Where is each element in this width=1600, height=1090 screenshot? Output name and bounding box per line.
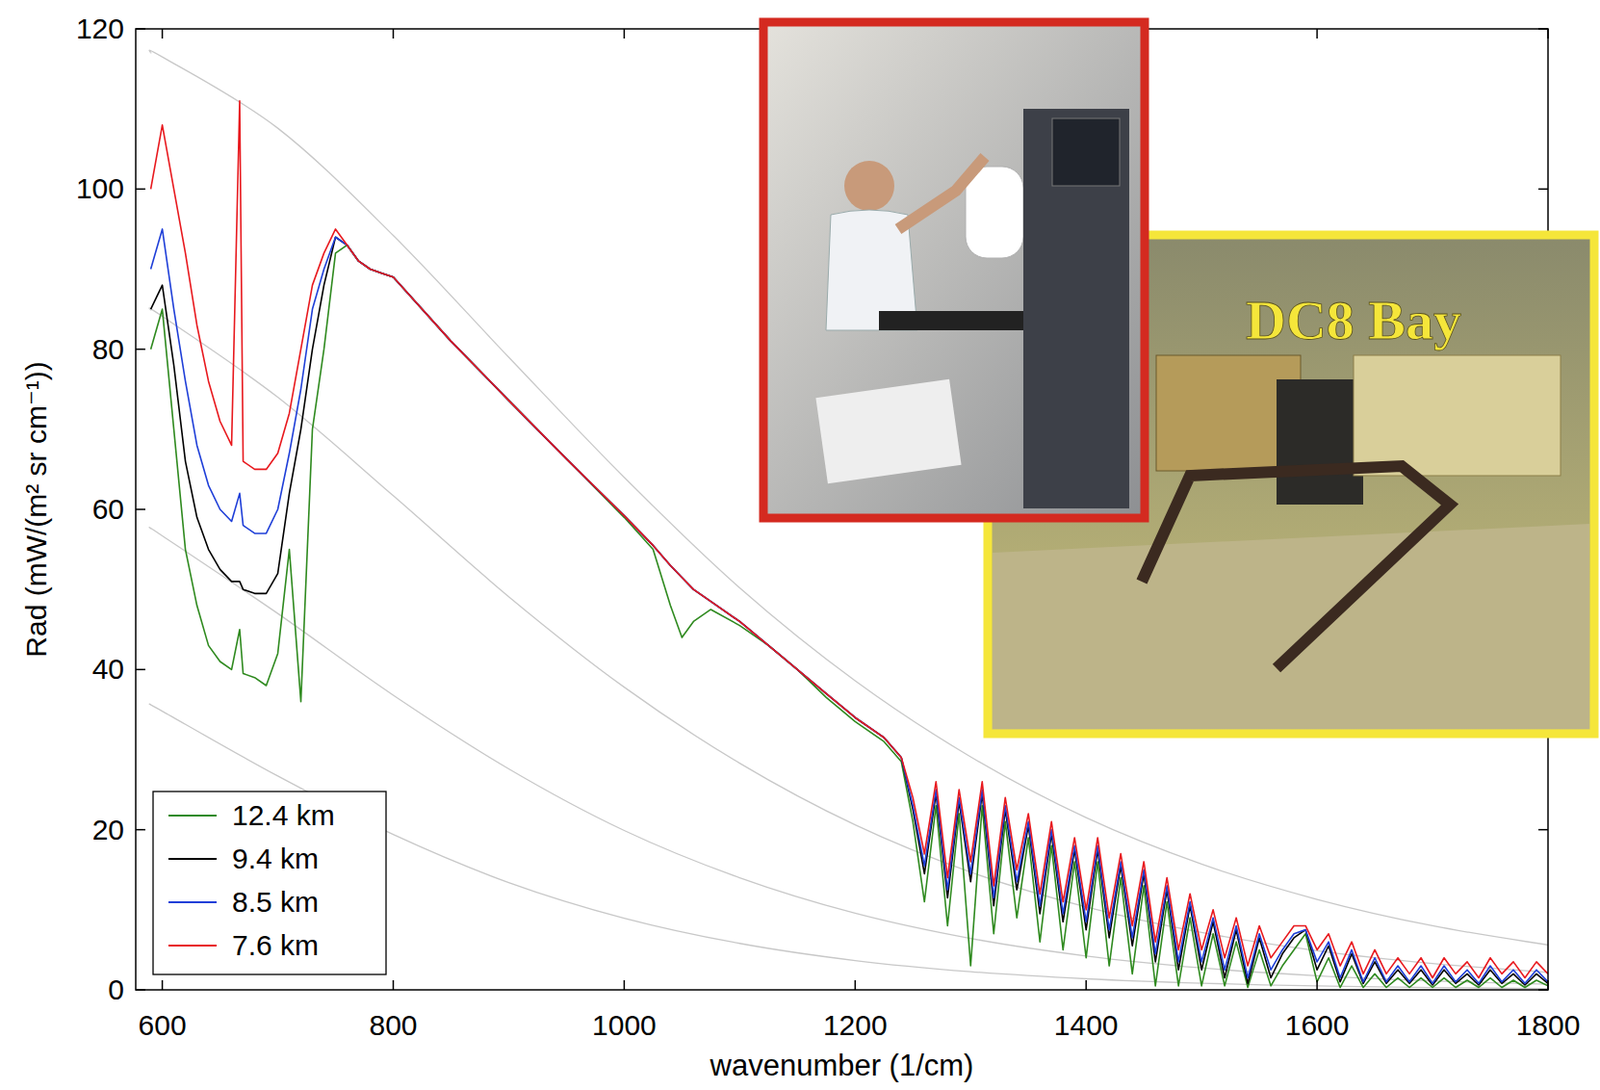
bay-frame [1141, 465, 1450, 669]
x-tick [161, 980, 164, 990]
inset-label: DC8 Bay [1245, 288, 1462, 352]
background [0, 0, 1600, 1090]
y-tick-label: 40 [92, 652, 125, 685]
legend-label: 7.6 km [232, 929, 319, 961]
x-tick [1316, 980, 1318, 990]
legend-box [153, 791, 387, 975]
bay-instrument [1353, 355, 1561, 476]
y-tick-right [1538, 988, 1549, 991]
x-tick-label: 1000 [592, 1008, 657, 1041]
legend-label: 9.4 km [232, 842, 319, 875]
cabin-photo [763, 22, 1145, 518]
x-tick-top [392, 28, 395, 39]
y-tick [135, 27, 146, 30]
x-tick-label: 1600 [1285, 1008, 1350, 1041]
y-tick-right [1538, 27, 1549, 30]
x-tick-label: 800 [368, 1008, 417, 1041]
x-tick-label: 1200 [823, 1008, 888, 1041]
cabin-rack [1023, 108, 1130, 509]
y-tick [135, 348, 146, 351]
legend-swatch [168, 944, 217, 947]
y-tick-right [1538, 188, 1549, 191]
x-tick-label: 1800 [1516, 1008, 1581, 1041]
cabin-paper [815, 379, 961, 485]
cabin-window [965, 166, 1024, 259]
y-axis-title: Rad (mW/(m² sr cm⁻¹)) [20, 361, 52, 657]
x-tick-top [1316, 28, 1318, 39]
y-tick [135, 188, 146, 191]
legend-swatch [168, 857, 217, 860]
x-tick-label: 600 [138, 1008, 187, 1041]
bay-rack [1276, 379, 1364, 505]
x-axis-title: wavenumber (1/cm) [709, 1048, 975, 1083]
chart: 600 800 1000 1200 1400 1600 1800 0 20 40 60 80 100 12… [0, 0, 1600, 1090]
y-tick [135, 828, 146, 831]
y-tick [135, 508, 146, 511]
x-tick [392, 980, 395, 990]
cabin-person-head [844, 160, 895, 211]
x-tick [1547, 980, 1549, 990]
y-tick [135, 669, 146, 671]
legend-label: 12.4 km [232, 799, 336, 831]
x-tick-label: 1400 [1054, 1008, 1119, 1041]
legend: 12.4 km 9.4 km 8.5 km 7.6 km [153, 791, 387, 975]
x-tick [854, 980, 857, 990]
y-tick-right [1538, 828, 1549, 831]
cabin-laptop [878, 310, 1024, 331]
y-tick [135, 988, 146, 991]
x-tick-top [623, 28, 626, 39]
x-tick-top [1547, 28, 1549, 39]
y-tick-label: 120 [76, 12, 125, 45]
reference-curve [149, 703, 1549, 989]
x-tick [623, 980, 626, 990]
photo-insets: DC8 Bay [763, 22, 1595, 734]
y-tick-label: 20 [92, 813, 125, 846]
legend-swatch [168, 901, 217, 904]
bay-floor [992, 523, 1590, 729]
y-tick-label: 100 [76, 172, 125, 205]
cabin-person-arm [898, 156, 985, 230]
y-tick-label: 60 [92, 492, 125, 525]
y-tick-label: 80 [92, 333, 125, 365]
y-tick-label: 0 [107, 973, 125, 1006]
legend-label: 8.5 km [232, 885, 319, 918]
x-tick [1084, 980, 1087, 990]
legend-swatch [168, 814, 217, 817]
cabin-monitor [1052, 118, 1120, 186]
x-tick-top [161, 28, 164, 39]
